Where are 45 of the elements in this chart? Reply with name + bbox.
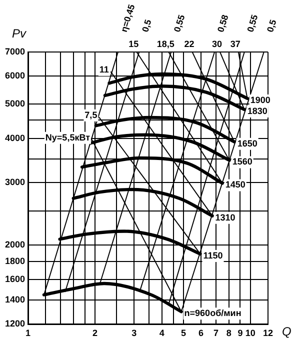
x-tick-label: 5 xyxy=(180,328,186,338)
y-tick-label: 5000 xyxy=(4,98,25,108)
series-label: 7,5 xyxy=(84,110,98,120)
x-tick-label: 12 xyxy=(262,328,274,338)
text: 0,5 xyxy=(140,18,154,34)
series-label: 30 xyxy=(212,38,222,49)
x-tick-label: 4 xyxy=(159,328,164,338)
y-tick-label: 1800 xyxy=(4,256,25,266)
series-label: 1650 xyxy=(237,138,258,148)
x-tick-label: 7 xyxy=(213,328,218,338)
text: 0,58 xyxy=(216,14,230,34)
series-label: 37 xyxy=(230,38,240,49)
y-axis-title: Pv xyxy=(12,26,28,40)
x-tick-label: 6 xyxy=(198,328,204,338)
text: 0,55 xyxy=(172,14,187,34)
y-tick-label: 1600 xyxy=(4,274,25,284)
series-label: 1150 xyxy=(203,250,223,260)
series-label: 1450 xyxy=(225,180,246,190)
x-tick-label: 2 xyxy=(92,328,98,338)
series-label: 15 xyxy=(128,38,139,49)
series-label: 18,5 xyxy=(156,38,174,49)
series-label: 1830 xyxy=(247,106,268,116)
text: 0,5 xyxy=(265,18,278,34)
y-tick-label: 7000 xyxy=(4,46,25,56)
y-tick-label: 2000 xyxy=(4,240,25,250)
series-label: 11 xyxy=(99,64,109,74)
y-tick-label: 4000 xyxy=(4,132,25,143)
series-label: n=960об/мин xyxy=(184,308,242,318)
x-tick-label: 9 xyxy=(238,328,243,338)
series-label: 1900 xyxy=(250,94,270,105)
series-label: 1310 xyxy=(215,212,236,222)
series-label: 1560 xyxy=(232,156,252,167)
y-tick-label: 6000 xyxy=(4,70,25,80)
series-label: Ny=5,5кВт xyxy=(45,132,91,142)
x-tick-label: 10 xyxy=(245,328,256,338)
y-tick-label: 1200 xyxy=(4,318,25,328)
text: 0,55 xyxy=(245,14,260,34)
x-axis-title: Q xyxy=(282,324,292,338)
x-tick-label: 3 xyxy=(132,328,137,338)
text: η=0,45 xyxy=(118,3,137,34)
series-label: 22 xyxy=(184,38,194,49)
y-tick-label: 3000 xyxy=(4,177,25,188)
x-tick-label: 8 xyxy=(226,328,232,338)
y-tick-label: 1400 xyxy=(4,294,25,305)
x-tick-label: 1 xyxy=(25,328,31,338)
